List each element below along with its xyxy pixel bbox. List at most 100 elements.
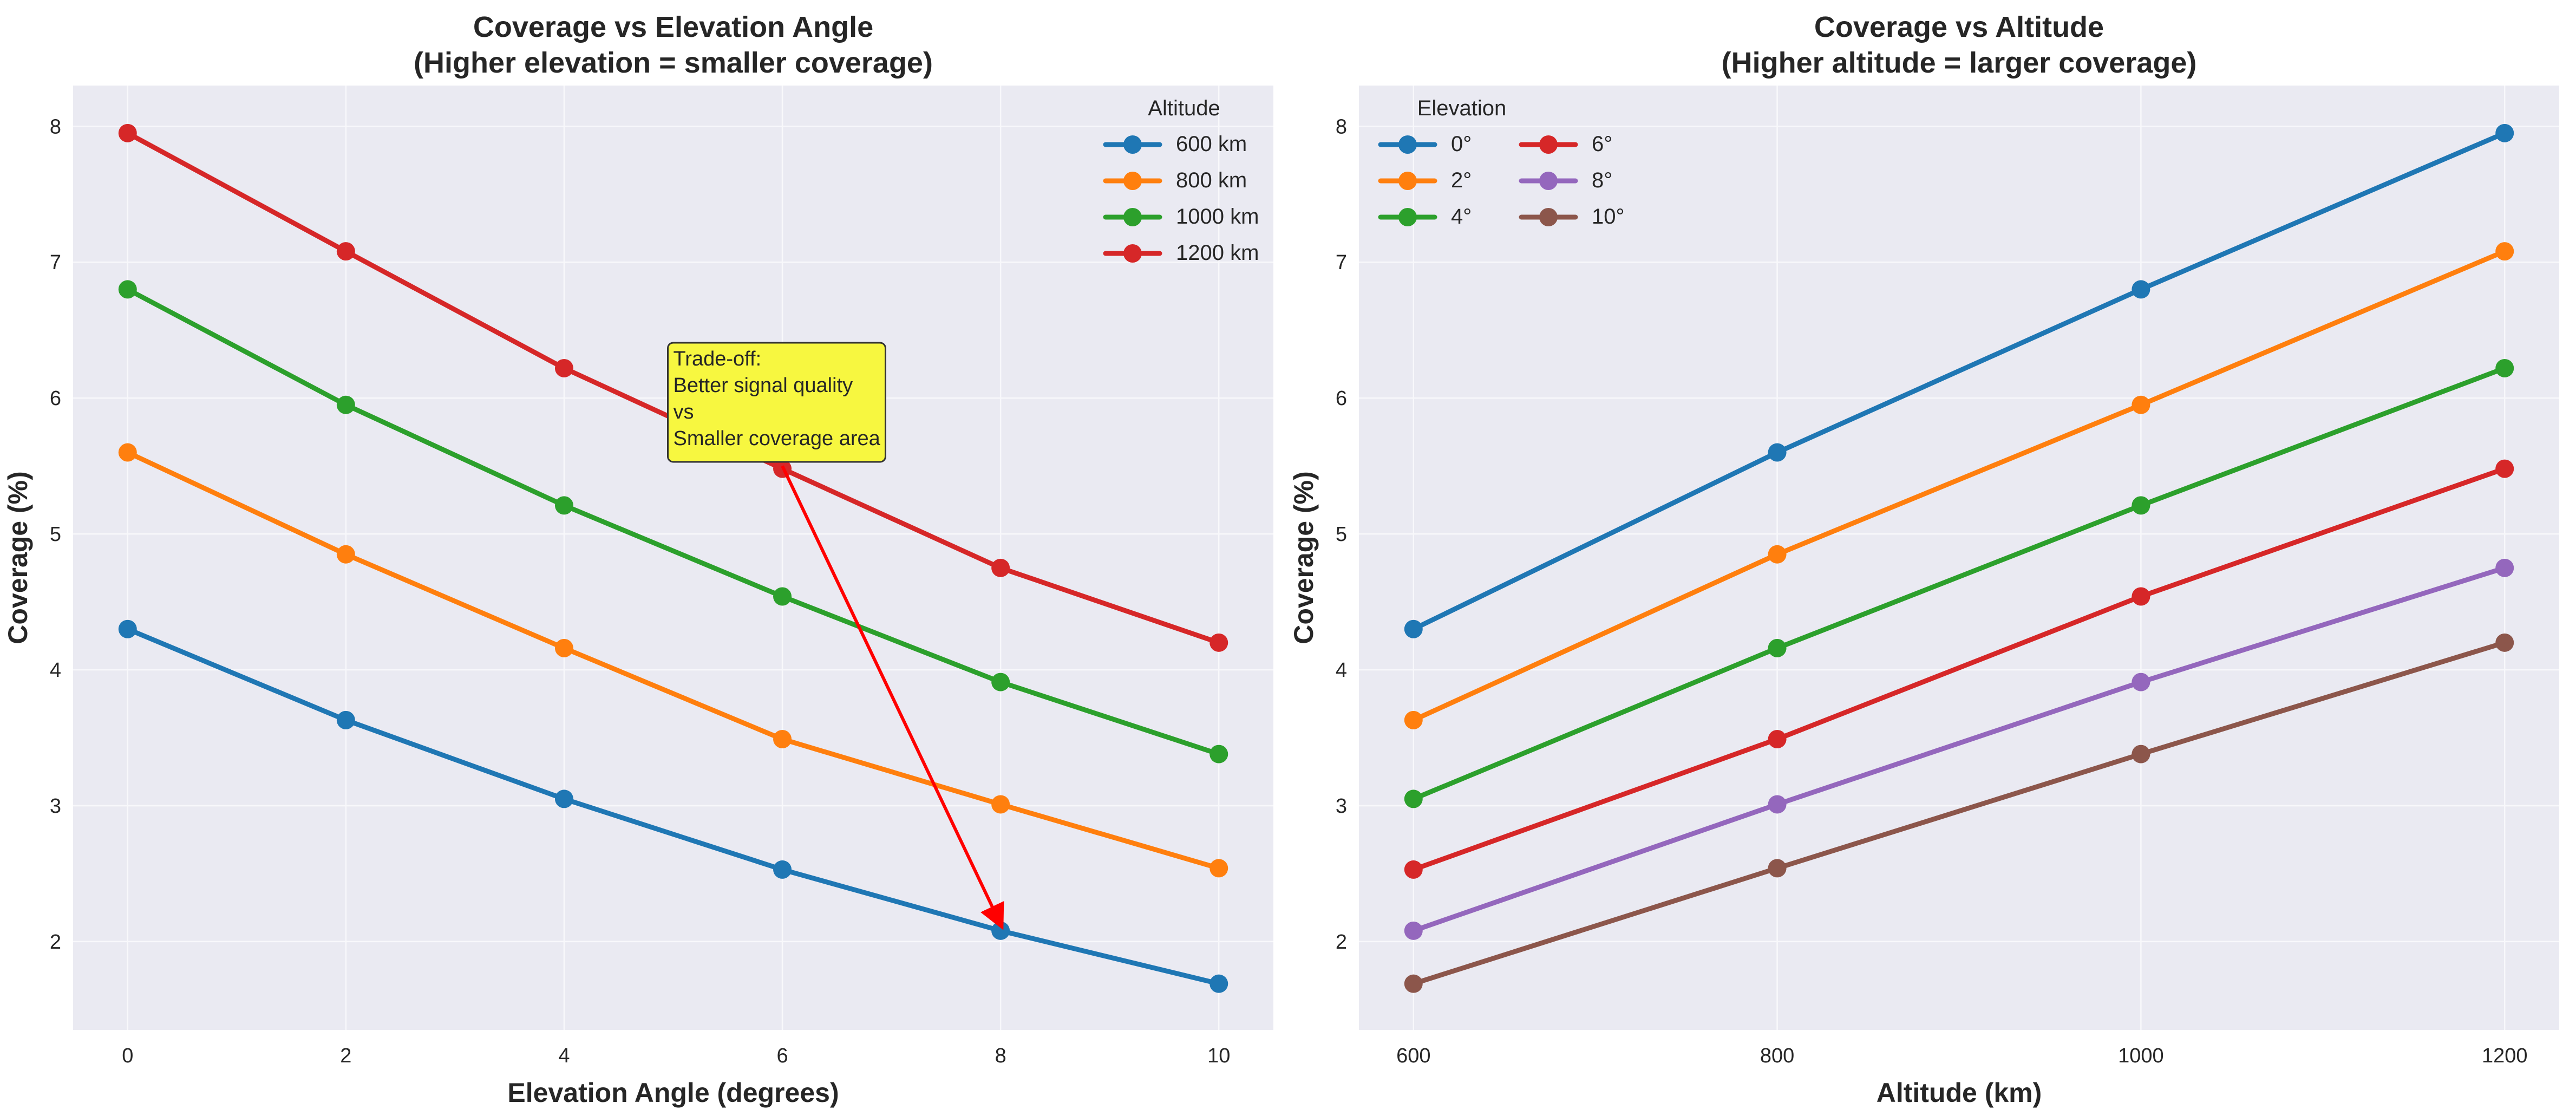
legend-entry: 8° bbox=[1519, 168, 1612, 192]
series-1 bbox=[1404, 123, 2514, 638]
data-point bbox=[2132, 745, 2150, 763]
series-4 bbox=[1404, 459, 2514, 879]
y-tick-label: 3 bbox=[1336, 795, 1347, 818]
series-2 bbox=[1404, 242, 2514, 729]
series-1 bbox=[118, 619, 1228, 993]
x-tick-label: 800 bbox=[1760, 1045, 1794, 1067]
annotation-arrow bbox=[781, 465, 1004, 930]
data-point bbox=[118, 280, 137, 299]
data-point bbox=[2495, 242, 2514, 261]
data-point bbox=[1209, 633, 1228, 652]
legend-label: 8° bbox=[1592, 168, 1612, 192]
series-2 bbox=[118, 443, 1228, 878]
data-point bbox=[1404, 974, 1423, 993]
legend-entry: 600 km bbox=[1103, 132, 1247, 156]
legend-label: 1000 km bbox=[1176, 205, 1259, 229]
data-point bbox=[554, 496, 573, 515]
annotation: Trade-off: Better signal quality vs Smaller… bbox=[667, 342, 1004, 930]
series-5 bbox=[1404, 558, 2514, 940]
x-tick-label: 600 bbox=[1396, 1045, 1430, 1067]
x-tick-label: 6 bbox=[776, 1045, 788, 1067]
chart-subtitle: (Higher altitude = larger coverage) bbox=[1722, 47, 2197, 79]
data-point bbox=[336, 242, 355, 261]
data-point bbox=[118, 619, 137, 638]
annotation-text: Smaller coverage area bbox=[674, 427, 881, 450]
legend-entry: 800 km bbox=[1103, 168, 1247, 192]
data-point bbox=[1209, 745, 1228, 763]
y-tick-label: 6 bbox=[50, 387, 61, 410]
legend-swatch-marker bbox=[1123, 208, 1142, 226]
legend-swatch-marker bbox=[1539, 172, 1558, 190]
series-line bbox=[1411, 366, 2507, 801]
legend-entry: 1000 km bbox=[1103, 205, 1259, 229]
x-tick-label: 8 bbox=[995, 1045, 1006, 1067]
data-point bbox=[1768, 795, 1787, 814]
y-tick-label: 5 bbox=[1336, 523, 1347, 546]
data-point bbox=[2132, 587, 2150, 606]
series-line bbox=[1411, 640, 2507, 987]
data-point bbox=[554, 789, 573, 808]
series-line bbox=[1411, 565, 2507, 934]
legend-swatch-marker bbox=[1123, 172, 1142, 190]
series-3 bbox=[1404, 358, 2514, 808]
chart-panel-2: 600 800 1000 1200 2 3 4 5 6 7 8 Altitude (km) Covera… bbox=[1289, 11, 2559, 1108]
chart-panel-1: 0 2 4 6 8 10 2 3 4 5 6 7 8 Elevation Angle (degrees) C… bbox=[3, 11, 1273, 1108]
legend-swatch-marker bbox=[1123, 135, 1142, 154]
data-point bbox=[2132, 280, 2150, 299]
annotation-text: Better signal quality bbox=[674, 374, 853, 397]
y-axis-label: Coverage (%) bbox=[3, 471, 33, 644]
series-line bbox=[125, 450, 1221, 871]
annotation-text: Trade-off: bbox=[674, 348, 762, 370]
legend-entry: 10° bbox=[1519, 205, 1625, 229]
plot-area bbox=[73, 86, 1273, 1030]
data-point bbox=[1209, 974, 1228, 993]
legend-title: Altitude bbox=[1148, 96, 1220, 120]
y-tick-label: 4 bbox=[50, 659, 61, 682]
data-point bbox=[1404, 921, 1423, 940]
series-3 bbox=[118, 280, 1228, 763]
series-line bbox=[1411, 130, 2507, 632]
chart-title: Coverage vs Elevation Angle bbox=[473, 11, 873, 43]
data-point bbox=[1768, 729, 1787, 748]
data-point bbox=[991, 921, 1010, 940]
y-tick-label: 2 bbox=[1336, 931, 1347, 954]
legend-entry: 4° bbox=[1378, 205, 1472, 229]
legend-label: 4° bbox=[1451, 205, 1472, 229]
y-tick-label: 6 bbox=[1336, 387, 1347, 410]
legend-title: Elevation bbox=[1417, 96, 1507, 120]
legend-label: 2° bbox=[1451, 168, 1472, 192]
data-point bbox=[336, 545, 355, 564]
data-point bbox=[991, 558, 1010, 577]
y-tick-label: 4 bbox=[1336, 659, 1347, 682]
data-point bbox=[773, 860, 792, 879]
y-tick-label: 3 bbox=[50, 795, 61, 818]
legend-label: 10° bbox=[1592, 205, 1625, 229]
legend-swatch-marker bbox=[1539, 208, 1558, 226]
series-line bbox=[1411, 249, 2507, 723]
x-tick-label: 10 bbox=[1207, 1045, 1230, 1067]
y-tick-label: 5 bbox=[50, 523, 61, 546]
data-point bbox=[2495, 358, 2514, 377]
annotation-box bbox=[667, 342, 886, 463]
data-point bbox=[2495, 633, 2514, 652]
data-point bbox=[991, 795, 1010, 814]
y-axis-label: Coverage (%) bbox=[1289, 471, 1319, 644]
y-tick-label: 2 bbox=[50, 931, 61, 954]
data-point bbox=[991, 673, 1010, 691]
data-point bbox=[2495, 459, 2514, 478]
x-tick-label: 1200 bbox=[2482, 1045, 2528, 1067]
data-point bbox=[336, 395, 355, 414]
y-tick-label: 8 bbox=[50, 115, 61, 138]
legend-label: 6° bbox=[1592, 132, 1612, 156]
x-tick-label: 0 bbox=[122, 1045, 133, 1067]
data-point bbox=[1404, 710, 1423, 729]
y-tick-label: 7 bbox=[50, 251, 61, 274]
data-point bbox=[1768, 638, 1787, 657]
y-tick-label: 7 bbox=[1336, 251, 1347, 274]
x-axis-label: Elevation Angle (degrees) bbox=[507, 1078, 839, 1108]
series-line bbox=[1411, 466, 2507, 872]
data-point bbox=[2495, 123, 2514, 142]
legend-label: 0° bbox=[1451, 132, 1472, 156]
legend-swatch-marker bbox=[1398, 135, 1417, 154]
